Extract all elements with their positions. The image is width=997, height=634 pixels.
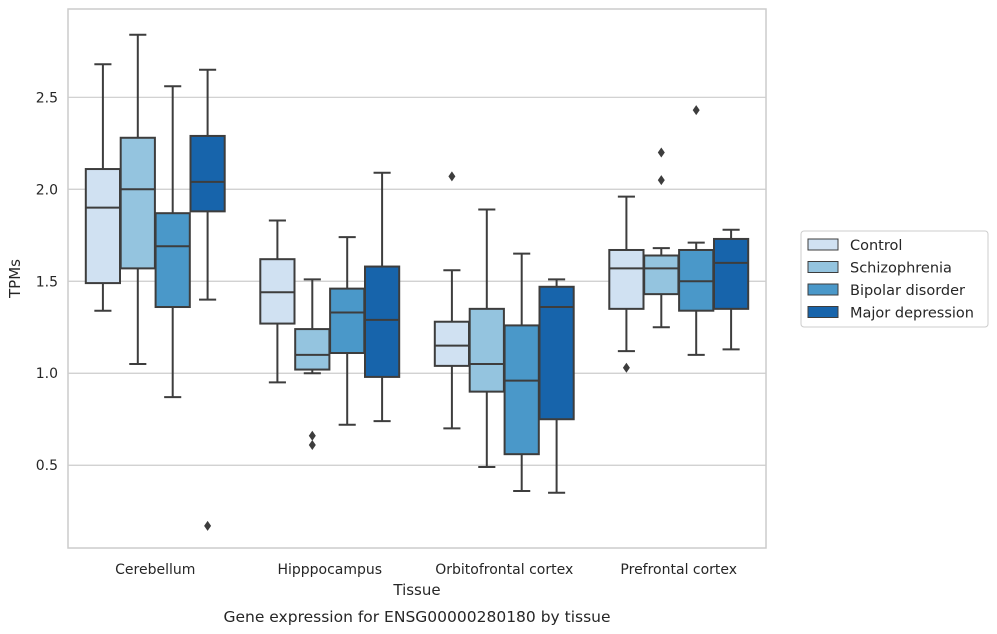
box-major-depression: [538, 278, 575, 494]
box-iqr: [294, 328, 331, 371]
box-iqr: [119, 136, 156, 270]
y-tick-label: 0.5: [36, 458, 58, 474]
legend-frame: [800, 230, 989, 328]
box-control: [433, 171, 471, 430]
y-tick-label: 1.5: [36, 274, 58, 290]
y-tick-label: 2.0: [36, 182, 58, 198]
legend: Control Schizophrenia Bipolar disorder Majo…: [800, 230, 989, 328]
y-axis-ticks: 0.5 1.0 1.5 2.0 2.5: [36, 90, 58, 474]
box-iqr: [468, 307, 505, 393]
outlier-point: [308, 430, 316, 441]
box-iqr: [363, 265, 401, 378]
box-control: [84, 63, 122, 312]
box-major-depression: [363, 171, 401, 423]
y-tick-label: 1.0: [36, 366, 58, 382]
legend-label: Bipolar disorder: [850, 283, 965, 299]
legend-swatch: [807, 238, 839, 251]
legend-swatch: [807, 283, 839, 296]
box-control: [608, 195, 645, 373]
outlier-point: [204, 520, 212, 531]
box-major-depression: [189, 68, 226, 531]
box-iqr: [643, 254, 680, 296]
box-iqr: [503, 324, 540, 456]
box-schizophrenia: [643, 147, 680, 329]
legend-swatch: [807, 261, 839, 273]
x-tick-label: Prefrontal cortex: [620, 562, 737, 578]
box-schizophrenia: [294, 278, 331, 450]
chart-caption: Gene expression for ENSG00000280180 by t…: [223, 608, 610, 626]
box-iqr: [84, 168, 122, 285]
box-bipolar-disorder: [678, 105, 715, 356]
outlier-point: [657, 175, 665, 186]
box-iqr: [712, 237, 750, 310]
box-groups: [84, 33, 750, 531]
legend-label: Control: [850, 238, 902, 254]
box-control: [259, 219, 296, 384]
x-tick-label: Orbitofrontal cortex: [435, 562, 573, 578]
box-iqr: [608, 248, 645, 310]
outlier-point: [657, 147, 665, 158]
y-axis-label: TPMs: [6, 259, 24, 299]
box-bipolar-disorder: [329, 236, 366, 426]
legend-label: Schizophrenia: [850, 261, 952, 277]
outlier-point: [622, 362, 630, 373]
box-iqr: [433, 320, 471, 367]
outlier-point: [692, 105, 700, 116]
box-iqr: [329, 287, 366, 355]
x-tick-label: Hipppocampus: [277, 562, 382, 578]
box-iqr: [538, 285, 575, 421]
box-bipolar-disorder: [503, 252, 540, 492]
box-iqr: [154, 212, 191, 309]
x-tick-label: Cerebellum: [115, 562, 195, 578]
box-bipolar-disorder: [154, 85, 191, 399]
box-schizophrenia: [468, 208, 505, 469]
y-tick-label: 2.5: [36, 90, 58, 106]
legend-swatch: [807, 306, 839, 318]
x-axis-ticks: Cerebellum Hipppocampus Orbitofrontal cort…: [115, 562, 737, 578]
legend-label: Major depression: [850, 306, 974, 322]
box-schizophrenia: [119, 33, 156, 366]
box-major-depression: [712, 228, 750, 351]
outlier-point: [448, 171, 456, 182]
plot-area-frame: [67, 8, 767, 549]
x-axis-label: Tissue: [392, 581, 440, 599]
outlier-point: [308, 439, 316, 450]
box-iqr: [189, 134, 226, 213]
